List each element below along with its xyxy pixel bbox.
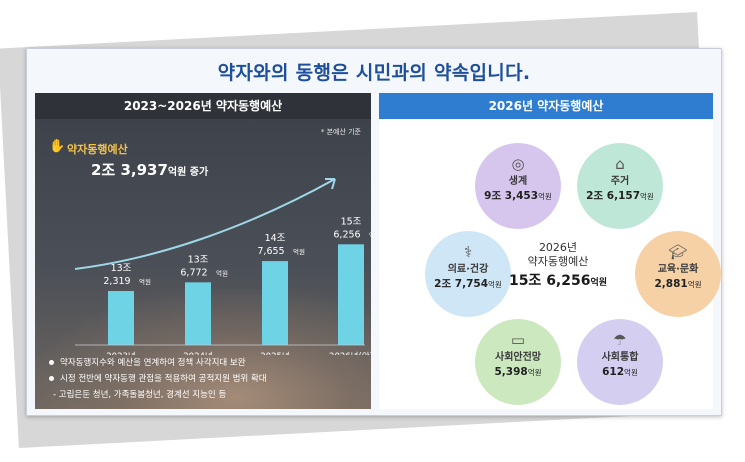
x-tick-label: 2026년(안) — [329, 351, 371, 355]
amount-unit: 억원 — [624, 368, 638, 377]
total-year: 2026년 — [538, 241, 578, 254]
x-tick-label: 2025년 — [260, 351, 289, 355]
data-label-value: 2,319 — [103, 276, 130, 287]
category-circle-safety-net: ▭ 사회안전망 5,398억원 — [475, 319, 561, 405]
amount-unit: 억원 — [488, 280, 502, 289]
amount-value: 612 — [602, 366, 625, 378]
bullet-text-1: 약자동행지수와 예산을 연계하여 정책 사각지대 보완 — [60, 358, 246, 368]
amount-unit: 억원 — [538, 192, 552, 201]
budget-increase-value: 2조 3,937 — [91, 161, 168, 179]
data-label-unit: 억원 — [216, 268, 228, 277]
data-label-value: 6,256 — [333, 229, 360, 240]
amount-unit: 억원 — [687, 280, 702, 289]
people-umbrella-icon: ☂ — [613, 331, 627, 349]
data-label-value: 7,655 — [257, 246, 284, 257]
total-amount-unit: 억원 — [590, 278, 608, 288]
coins-icon: ◎ — [511, 155, 525, 173]
category-label: 의료·건강 — [447, 264, 489, 275]
headline: 약자와의 동행은 시민과의 약속입니다. — [217, 62, 531, 84]
category-amount: 2,881억원 — [635, 277, 721, 292]
data-label-unit: 억원 — [369, 230, 371, 239]
category-amount: 2조 6,157억원 — [577, 189, 663, 204]
data-label-top: 13조 — [188, 254, 209, 265]
bullet-dot-icon — [49, 376, 54, 381]
data-label-unit: 억원 — [293, 247, 305, 256]
bullet-text-2: 시정 전반에 약자동행 관점을 적용하여 공적지원 범위 확대 — [60, 374, 267, 384]
left-panel-title: 2023~2026년 약자동행예산 — [35, 93, 371, 119]
category-label: 교육·문화 — [657, 264, 699, 275]
total-budget-block: 2026년 약자동행예산 15조 6,256억원 — [497, 241, 619, 293]
amount-value: 2조 6,157 — [586, 190, 641, 202]
category-amount: 612억원 — [577, 365, 663, 380]
category-label: 주거 — [610, 176, 630, 187]
amount-value: 9조 3,453 — [484, 190, 539, 202]
category-circle-medical: ⚕ 의료·건강 2조 7,754억원 — [425, 231, 511, 317]
category-amount: 2조 7,754억원 — [425, 277, 511, 292]
graduation-cap-icon: 🎓︎ — [668, 243, 688, 261]
right-panel: 2026년 약자동행예산 ◎ 생계 9조 3,453억원 ⌂ 주거 2조 6,1… — [379, 93, 721, 409]
category-circle-livelihood: ◎ 생계 9조 3,453억원 — [475, 143, 561, 229]
helping-hands-icon: ✋ — [49, 139, 66, 154]
category-circle-housing: ⌂ 주거 2조 6,157억원 — [577, 143, 663, 229]
category-label: 사회안전망 — [495, 352, 541, 363]
infographic-frame: 약자와의 동행은 시민과의 약속입니다. 2023~2026년 약자동행예산 *… — [26, 48, 722, 416]
amount-unit: 억원 — [527, 368, 542, 377]
x-tick-label: 2024년 — [183, 351, 212, 355]
data-label-top: 15조 — [341, 216, 362, 227]
total-amount: 15조 6,256억원 — [497, 271, 619, 293]
data-label-unit: 억원 — [139, 277, 151, 286]
budget-basis-note: * 본예산 기준 — [320, 128, 361, 136]
left-panel: 2023~2026년 약자동행예산 * 본예산 기준 ✋ 약자동행예산 2조 3… — [35, 93, 371, 409]
bar — [108, 291, 134, 345]
policy-bullets: 약자동행지수와 예산을 연계하여 정책 사각지대 보완 시정 전반에 약자동행 … — [49, 355, 367, 403]
bullet-item: 약자동행지수와 예산을 연계하여 정책 사각지대 보완 — [49, 355, 367, 371]
total-amount-value: 15조 6,256 — [508, 273, 591, 289]
category-label: 사회통합 — [601, 352, 639, 363]
category-amount: 5,398억원 — [475, 365, 561, 380]
data-label-value: 6,772 — [180, 267, 207, 278]
amount-unit: 억원 — [640, 192, 654, 201]
budget-label: 약자동행예산 — [67, 143, 128, 156]
house-icon: ⌂ — [615, 155, 625, 173]
budget-increase-unit: 억원 증가 — [167, 167, 209, 178]
bar — [338, 244, 364, 345]
right-panel-title: 2026년 약자동행예산 — [379, 93, 713, 119]
x-tick-label: 2023년 — [106, 351, 135, 355]
stethoscope-icon: ⚕ — [463, 243, 473, 261]
bullet-dot-icon — [49, 360, 54, 365]
amount-value: 2조 7,754 — [434, 278, 489, 290]
bar — [262, 261, 288, 345]
data-label-top: 13조 — [111, 263, 132, 274]
trend-arrow-line — [74, 178, 336, 270]
amount-value: 5,398 — [494, 366, 528, 378]
data-label-top: 14조 — [265, 233, 286, 244]
trend-arrow-head — [325, 178, 336, 190]
amount-value: 2,881 — [654, 278, 688, 290]
category-label: 생계 — [508, 176, 528, 187]
signboard-icon: ▭ — [510, 331, 526, 349]
bullet-item: 시정 전반에 약자동행 관점을 적용하여 공적지원 범위 확대 — [49, 371, 367, 387]
total-label: 약자동행예산 — [527, 255, 589, 268]
category-circle-social-integration: ☂ 사회통합 612억원 — [577, 319, 663, 405]
sub-bullet-text: - 고립은둔 청년, 가족돌봄청년, 경계선 지능인 등 — [53, 390, 227, 400]
budget-increase: 2조 3,937억원 증가 — [91, 159, 208, 180]
category-circle-education-culture: 🎓︎ 교육·문화 2,881억원 — [635, 231, 721, 317]
bar — [185, 282, 211, 345]
budget-bar-chart: 13조 2,319 억원 2023년 13조 6,772 억원 2024년 14조 7,655 억원… — [74, 178, 371, 355]
category-amount: 9조 3,453억원 — [475, 189, 561, 204]
